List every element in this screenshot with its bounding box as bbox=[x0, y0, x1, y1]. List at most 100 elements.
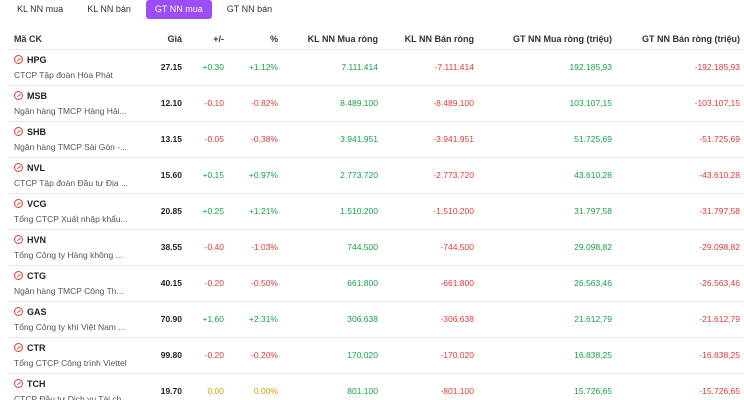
net-sell-value-cell: -103.107,15 bbox=[616, 84, 744, 121]
symbol-cell[interactable]: SHB Ngân hàng TMCP Sài Gòn -... bbox=[8, 120, 140, 157]
tab-bar: KL NN mua KL NN bán GT NN mua GT NN bán bbox=[8, 0, 281, 19]
trend-circle-icon bbox=[14, 199, 23, 208]
tab-kl-nn-mua[interactable]: KL NN mua bbox=[17, 4, 64, 14]
net-sell-value-cell: -16.838,25 bbox=[616, 336, 744, 373]
net-sell-value-cell: -15.726,65 bbox=[616, 372, 744, 400]
net-sell-volume-cell: -8.489.100 bbox=[382, 84, 478, 121]
symbol-cell[interactable]: MSB Ngân hàng TMCP Hàng Hải... bbox=[8, 84, 140, 121]
net-buy-volume-cell: 744.500 bbox=[282, 228, 382, 265]
table-row[interactable]: HVN Tổng Công ty Hàng không ... 38.55 -0.40… bbox=[8, 228, 744, 265]
net-sell-volume-cell: -306.638 bbox=[382, 300, 478, 337]
price-cell: 12.10 bbox=[140, 84, 186, 121]
tab-gt-nn-bán[interactable]: GT NN bán bbox=[226, 4, 273, 14]
col-header-price[interactable]: Giá bbox=[167, 33, 182, 44]
trend-circle-icon bbox=[14, 91, 23, 100]
net-sell-volume-cell: -1.510.200 bbox=[382, 192, 478, 229]
price-cell: 70.90 bbox=[140, 300, 186, 337]
price-cell: 38.55 bbox=[140, 228, 186, 265]
table-row[interactable]: TCH CTCP Đầu tư Dịch vụ Tài ch... 19.70 0.0… bbox=[8, 372, 744, 400]
table-row[interactable]: SHB Ngân hàng TMCP Sài Gòn -... 13.15 -0.05… bbox=[8, 120, 744, 157]
net-buy-volume-cell: 170.020 bbox=[282, 336, 382, 373]
net-sell-value-cell: -43.610,28 bbox=[616, 156, 744, 193]
tab-gt-nn-mua[interactable]: GT NN mua bbox=[145, 0, 212, 19]
net-buy-value-cell: 26.563,46 bbox=[478, 264, 616, 301]
stock-symbol[interactable]: HVN bbox=[27, 234, 47, 245]
net-sell-volume-cell: -3.941.951 bbox=[382, 120, 478, 157]
table-row[interactable]: MSB Ngân hàng TMCP Hàng Hải... 12.10 -0.10 -… bbox=[8, 84, 744, 121]
stock-symbol[interactable]: CTG bbox=[27, 270, 46, 281]
symbol-cell[interactable]: NVL CTCP Tập đoàn Đầu tư Địa ... bbox=[8, 156, 140, 193]
percent-cell: -0.20% bbox=[228, 336, 282, 373]
table-row[interactable]: NVL CTCP Tập đoàn Đầu tư Địa ... 15.60 +0.1… bbox=[8, 156, 744, 193]
col-header-net-buy-volume[interactable]: KL NN Mua ròng bbox=[307, 33, 378, 44]
percent-cell: +1.12% bbox=[228, 48, 282, 85]
table-row[interactable]: HPG CTCP Tập đoàn Hòa Phát 27.15 +0.30 +1.12… bbox=[8, 48, 744, 85]
trend-circle-icon bbox=[14, 127, 23, 136]
change-cell: 0.00 bbox=[186, 372, 228, 400]
net-buy-value-cell: 43.610,28 bbox=[478, 156, 616, 193]
company-name: CTCP Đầu tư Dịch vụ Tài ch... bbox=[14, 393, 129, 400]
price-cell: 19.70 bbox=[140, 372, 186, 400]
net-buy-volume-cell: 3.941.951 bbox=[282, 120, 382, 157]
change-cell: +0.25 bbox=[186, 192, 228, 229]
company-name: CTCP Tập đoàn Đầu tư Địa ... bbox=[14, 177, 129, 188]
symbol-cell[interactable]: VCG Tổng CTCP Xuất nhập khẩu... bbox=[8, 192, 140, 229]
symbol-line: CTR bbox=[14, 343, 136, 353]
change-cell: -0.10 bbox=[186, 84, 228, 121]
percent-cell: +2.31% bbox=[228, 300, 282, 337]
company-name: Tổng Công ty Hàng không ... bbox=[14, 249, 123, 260]
net-buy-volume-cell: 2.773.720 bbox=[282, 156, 382, 193]
symbol-cell[interactable]: CTR Tổng CTCP Công trình Viettel bbox=[8, 336, 140, 373]
percent-cell: -0.50% bbox=[228, 264, 282, 301]
tab-kl-nn-bán[interactable]: KL NN bán bbox=[87, 4, 131, 14]
foreign-trading-table: Mã CK Giá +/- % KL NN Mua ròng KL NN Bán… bbox=[8, 29, 744, 400]
net-buy-value-cell: 21.612,79 bbox=[478, 300, 616, 337]
percent-cell: 0.00% bbox=[228, 372, 282, 400]
table-row[interactable]: CTR Tổng CTCP Công trình Viettel 99.80 -0.2… bbox=[8, 336, 744, 373]
percent-cell: -0.38% bbox=[228, 120, 282, 157]
col-header-net-sell-volume[interactable]: KL NN Bán ròng bbox=[404, 33, 474, 44]
symbol-cell[interactable]: TCH CTCP Đầu tư Dịch vụ Tài ch... bbox=[8, 372, 140, 400]
trend-circle-icon bbox=[14, 343, 23, 352]
symbol-cell[interactable]: GAS Tổng Công ty khí Việt Nam ... bbox=[8, 300, 140, 337]
net-buy-value-cell: 103.107,15 bbox=[478, 84, 616, 121]
company-name: Ngân hàng TMCP Công Th... bbox=[14, 285, 124, 296]
col-header-symbol[interactable]: Mã CK bbox=[14, 33, 43, 44]
stock-symbol[interactable]: CTR bbox=[27, 342, 46, 353]
symbol-cell[interactable]: CTG Ngân hàng TMCP Công Th... bbox=[8, 264, 140, 301]
net-sell-value-cell: -29.098,82 bbox=[616, 228, 744, 265]
table-row[interactable]: VCG Tổng CTCP Xuất nhập khẩu... 20.85 +0.25… bbox=[8, 192, 744, 229]
company-name: Tổng CTCP Công trình Viettel bbox=[14, 357, 127, 368]
net-buy-volume-cell: 801.100 bbox=[282, 372, 382, 400]
net-buy-value-cell: 16.838,25 bbox=[478, 336, 616, 373]
net-sell-volume-cell: -2.773.720 bbox=[382, 156, 478, 193]
change-cell: +0.15 bbox=[186, 156, 228, 193]
stock-symbol[interactable]: GAS bbox=[27, 306, 47, 317]
trend-circle-icon bbox=[14, 235, 23, 244]
stock-symbol[interactable]: SHB bbox=[27, 126, 47, 137]
symbol-cell[interactable]: HVN Tổng Công ty Hàng không ... bbox=[8, 228, 140, 265]
col-header-net-sell-value[interactable]: GT NN Bán ròng (triệu) bbox=[642, 33, 740, 44]
stock-symbol[interactable]: NVL bbox=[27, 162, 45, 173]
symbol-line: HVN bbox=[14, 235, 136, 245]
stock-symbol[interactable]: TCH bbox=[27, 378, 46, 389]
stock-symbol[interactable]: HPG bbox=[27, 54, 47, 65]
net-sell-volume-cell: -7.111.414 bbox=[382, 48, 478, 85]
net-buy-value-cell: 51.725,69 bbox=[478, 120, 616, 157]
table-row[interactable]: GAS Tổng Công ty khí Việt Nam ... 70.90 +1.… bbox=[8, 300, 744, 337]
net-sell-volume-cell: -744.500 bbox=[382, 228, 478, 265]
net-sell-value-cell: -31.797,58 bbox=[616, 192, 744, 229]
symbol-cell[interactable]: HPG CTCP Tập đoàn Hòa Phát bbox=[8, 48, 140, 85]
trend-circle-icon bbox=[14, 55, 23, 64]
stock-symbol[interactable]: VCG bbox=[27, 198, 47, 209]
net-buy-value-cell: 31.797,58 bbox=[478, 192, 616, 229]
net-sell-volume-cell: -661.800 bbox=[382, 264, 478, 301]
symbol-line: SHB bbox=[14, 127, 136, 137]
company-name: CTCP Tập đoàn Hòa Phát bbox=[14, 69, 113, 80]
table-row[interactable]: CTG Ngân hàng TMCP Công Th... 40.15 -0.20 -0… bbox=[8, 264, 744, 301]
col-header-net-buy-value[interactable]: GT NN Mua ròng (triệu) bbox=[513, 33, 612, 44]
col-header-percent[interactable]: % bbox=[269, 33, 278, 44]
stock-symbol[interactable]: MSB bbox=[27, 90, 47, 101]
col-header-change[interactable]: +/- bbox=[213, 33, 224, 44]
change-cell: -0.20 bbox=[186, 336, 228, 373]
